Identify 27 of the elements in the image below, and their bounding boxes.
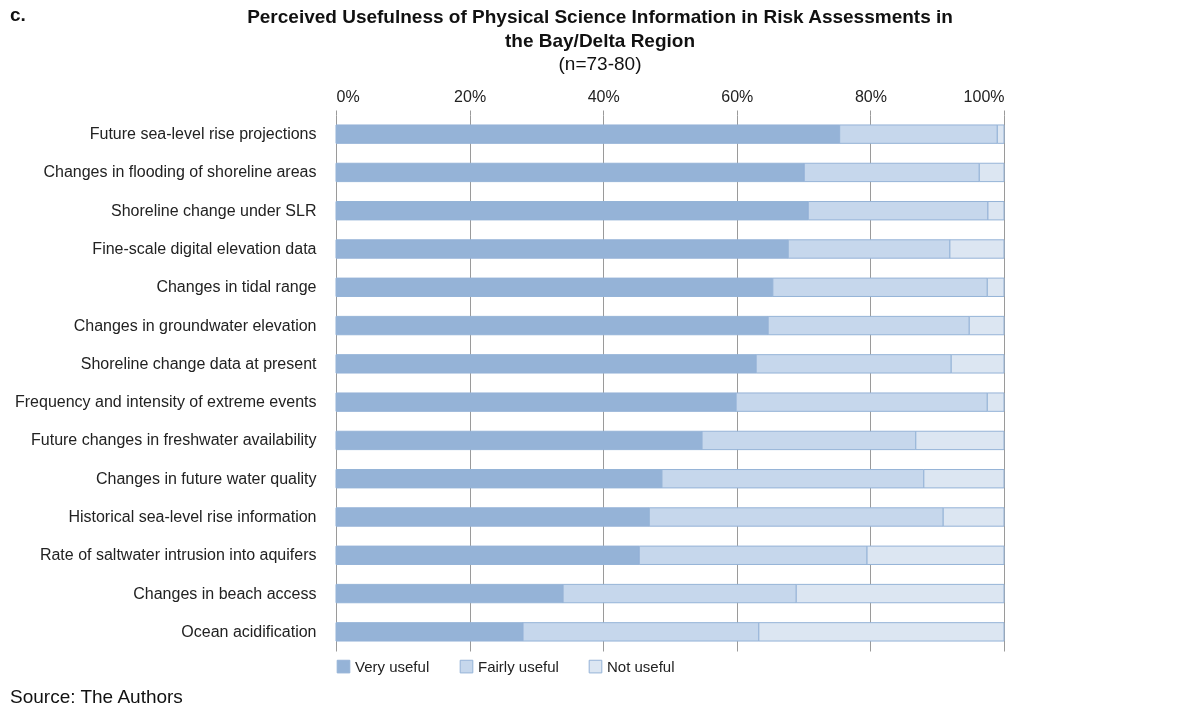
y-tick-label: Historical sea-level rise information (68, 508, 317, 525)
x-tick-label: 40% (587, 87, 620, 105)
y-tick-label: Changes in flooding of shoreline areas (43, 163, 317, 181)
y-tick-label: Shoreline change under SLR (111, 201, 317, 219)
y-tick-label: Frequency and intensity of extreme events (15, 393, 317, 411)
chart-title: Perceived Usefulness of Physical Science Information in Risk Assessments in the Bay/Delta Region (247, 6, 953, 51)
y-tick-label: Fine-scale digital elevation data (92, 240, 317, 257)
source-note: Source: The Authors (10, 686, 183, 708)
x-tick-label: 60% (721, 87, 754, 105)
y-tick-label: Changes in future water quality (95, 469, 317, 487)
legend-label: Very useful (355, 657, 430, 675)
y-tick-label: Changes in groundwater elevation (73, 316, 317, 334)
text: c. (10, 4, 26, 26)
y-tick-label: Changes in tidal range (156, 278, 317, 296)
legend-label: Fairly useful (478, 657, 559, 675)
legend-label: Not useful (607, 657, 675, 675)
x-tick-label: 80% (854, 87, 887, 105)
y-tick-label: Ocean acidification (181, 622, 317, 640)
y-tick-label: Future sea-level rise projections (89, 125, 317, 143)
y-tick-label: Changes in beach access (133, 584, 317, 602)
y-tick-label: Future changes in freshwater availability (31, 431, 317, 449)
x-tick-label: 100% (963, 87, 1005, 105)
y-tick-label: Shoreline change data at present (80, 354, 318, 372)
y-tick-label: Rate of saltwater intrusion into aquifers (39, 546, 317, 564)
x-tick-label: 20% (454, 87, 487, 105)
chart-subtitle: (n=73-80) (558, 53, 642, 74)
x-tick-label: 0% (336, 87, 360, 105)
